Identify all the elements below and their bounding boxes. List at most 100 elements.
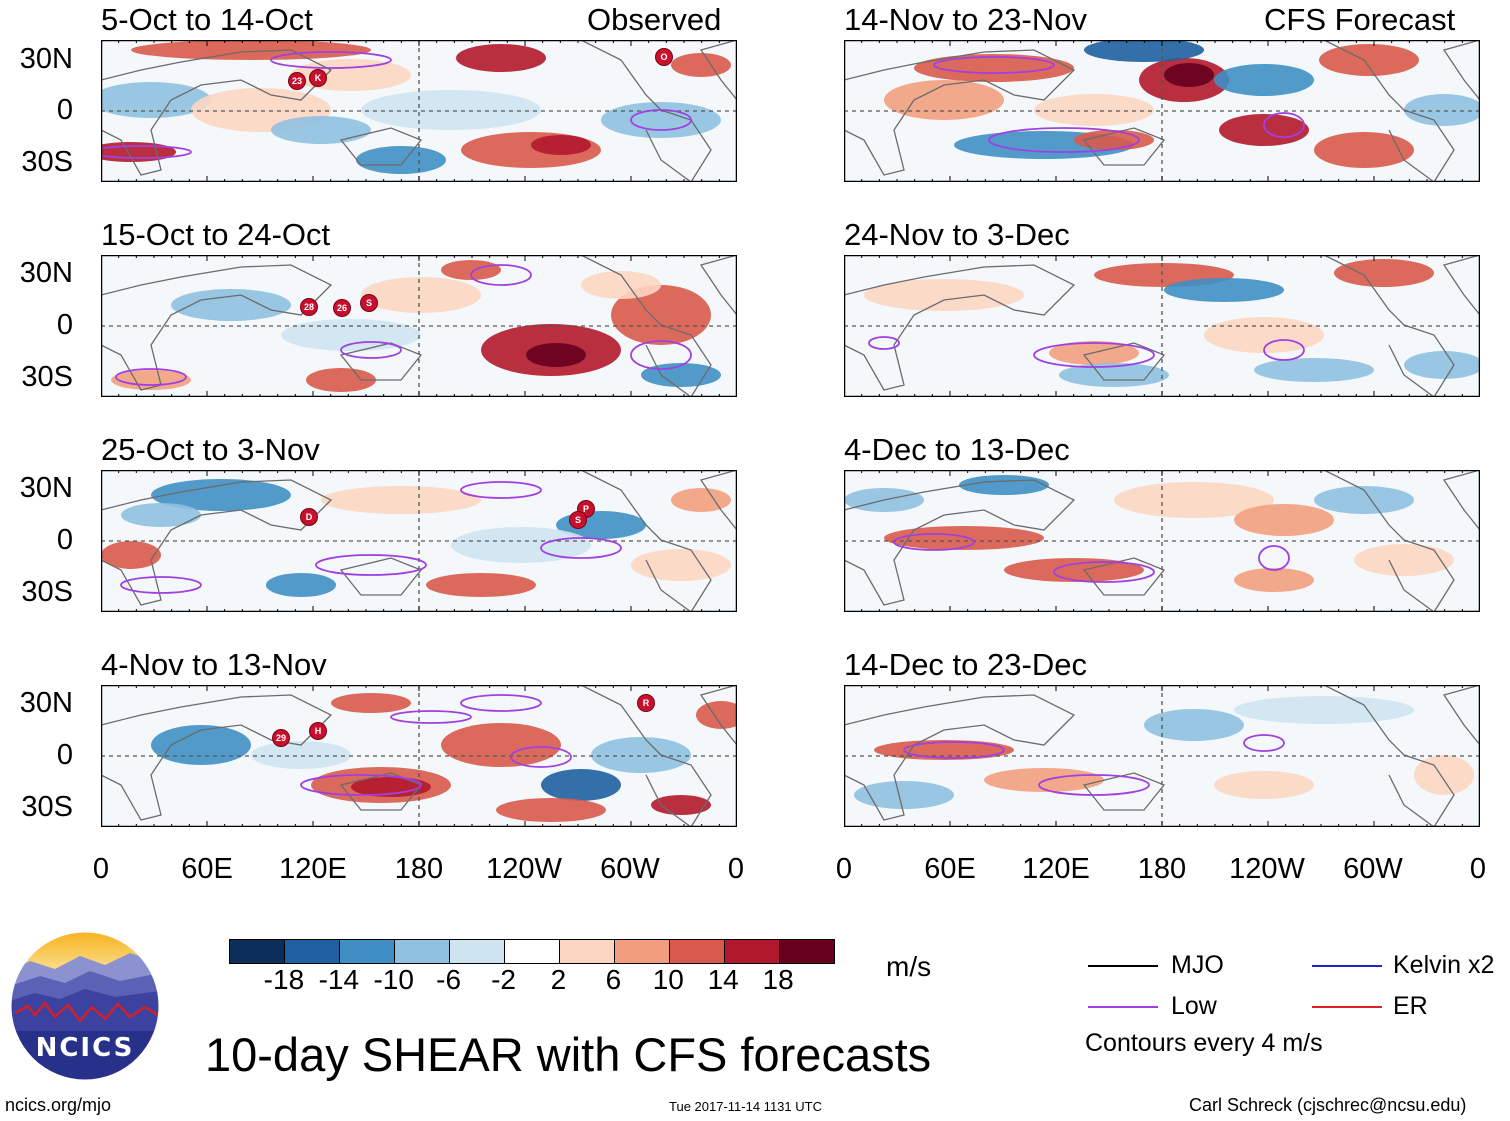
legend-kelvin-label: Kelvin x2 — [1393, 951, 1495, 979]
figure-title: 10-day SHEAR with CFS forecasts — [205, 1028, 932, 1081]
observed-map-panel-3 — [101, 470, 737, 612]
x-label-right-60e: 60E — [924, 853, 976, 885]
colorbar-tick-label: 14 — [707, 964, 739, 995]
legend-er-label: ER — [1393, 992, 1428, 1020]
shear-anomaly-blob — [251, 741, 351, 769]
low-contour — [470, 264, 532, 286]
forecast-shear-map-3 — [844, 470, 1480, 612]
shear-anomaly-blob — [1334, 259, 1434, 287]
shear-anomaly-blob — [1164, 63, 1214, 87]
shear-anomaly-blob — [1214, 64, 1314, 96]
shear-anomaly-blob — [441, 723, 561, 767]
continent-outlines — [101, 470, 737, 612]
shear-anomaly-blob — [1254, 358, 1374, 382]
low-contour — [630, 109, 692, 131]
x-label-right-120e: 120E — [1022, 853, 1090, 885]
shear-anomaly-blob — [1214, 771, 1314, 799]
shear-anomaly-field — [101, 40, 737, 182]
shear-anomaly-blob — [591, 737, 691, 773]
low-contour — [933, 56, 1055, 74]
shear-anomaly-blob — [641, 363, 721, 387]
colorbar-swatch — [780, 940, 834, 963]
forecast-shear-map-4 — [844, 685, 1480, 827]
shear-anomaly-field — [844, 255, 1480, 397]
shear-anomaly-blob — [151, 725, 251, 765]
y-label-30n: 30N — [19, 472, 73, 504]
shear-anomaly-blob — [1114, 482, 1274, 518]
low-contour — [340, 341, 402, 359]
colorbar-tick-label: 10 — [652, 964, 684, 995]
colorbar-swatch — [230, 940, 285, 963]
colorbar — [229, 939, 835, 964]
colorbar-swatch — [670, 940, 725, 963]
y-label-30s: 30S — [21, 576, 73, 608]
y-label-30n: 30N — [19, 43, 73, 75]
colorbar-tick-label: -10 — [373, 964, 414, 995]
forecast-map-panel-3 — [844, 470, 1480, 612]
x-label-left-60e: 60E — [181, 853, 233, 885]
shear-anomaly-blob — [696, 701, 737, 729]
low-contour — [300, 774, 422, 796]
storm-marker: 23 — [289, 73, 305, 89]
observed-shear-map-4 — [101, 685, 737, 827]
storm-marker: K — [310, 70, 326, 86]
shear-anomaly-blob — [671, 53, 731, 77]
legend-low-line — [1088, 1006, 1158, 1008]
colorbar-swatch — [505, 940, 560, 963]
low-contour — [540, 537, 622, 559]
shear-anomaly-blob — [496, 798, 606, 822]
shear-anomaly-blob — [541, 769, 621, 801]
footer-url[interactable]: ncics.org/mjo — [5, 1095, 112, 1115]
shear-anomaly-blob — [1414, 755, 1474, 795]
colorbar-swatch — [285, 940, 340, 963]
low-contour — [893, 533, 975, 551]
shear-anomaly-blob — [361, 277, 481, 313]
low-contour — [988, 127, 1140, 153]
forecast-panel-1-title: 14-Nov to 23-Nov — [844, 2, 1087, 37]
shear-anomaly-blob — [1034, 94, 1154, 126]
observed-shear-map-2 — [101, 255, 737, 397]
shear-anomaly-blob — [291, 59, 411, 91]
shear-anomaly-blob — [101, 82, 211, 118]
shear-anomaly-field — [844, 470, 1480, 612]
shear-anomaly-blob — [1084, 40, 1204, 62]
shear-anomaly-blob — [361, 90, 541, 130]
colorbar-unit: m/s — [886, 951, 932, 982]
shear-anomaly-blob — [131, 40, 371, 60]
shear-anomaly-blob — [306, 368, 376, 392]
low-contour — [115, 368, 187, 386]
ncics-logo: NCICS — [10, 931, 160, 1081]
forecast-map-panel-2 — [844, 255, 1480, 397]
low-contour — [1263, 339, 1305, 361]
observed-map-panel-1 — [101, 40, 737, 182]
shear-anomaly-blob — [451, 527, 591, 563]
shear-anomaly-blob — [1004, 558, 1144, 582]
shear-anomaly-blob — [1314, 132, 1414, 168]
y-label-eq: 0 — [56, 94, 73, 126]
shear-anomaly-blob — [671, 488, 731, 512]
shear-anomaly-blob — [854, 781, 954, 809]
shear-anomaly-blob — [526, 343, 586, 367]
shear-anomaly-blob — [1234, 504, 1334, 536]
shear-anomaly-blob — [101, 541, 161, 569]
colorbar-swatch — [615, 940, 670, 963]
shear-anomaly-blob — [1404, 94, 1480, 126]
shear-anomaly-blob — [456, 44, 546, 72]
footer-author[interactable]: Carl Schreck (cjschrec@ncsu.edu) — [1189, 1095, 1467, 1115]
continent-outlines — [844, 40, 1480, 182]
x-label-right-0-end: 0 — [1469, 853, 1487, 885]
shear-anomaly-blob — [884, 80, 1004, 120]
x-label-left-120w: 120W — [486, 853, 562, 885]
observed-panel-2-title: 15-Oct to 24-Oct — [101, 217, 331, 252]
shear-anomaly-blob — [171, 289, 291, 321]
colorbar-swatch — [560, 940, 615, 963]
shear-anomaly-blob — [331, 693, 411, 713]
x-label-right-120w: 120W — [1229, 853, 1305, 885]
shear-anomaly-blob — [884, 526, 1044, 550]
shear-anomaly-blob — [1219, 114, 1309, 146]
legend-contour-note: Contours every 4 m/s — [1085, 1029, 1323, 1057]
forecast-column-label: CFS Forecast — [1264, 2, 1456, 37]
observed-panel-4-title: 4-Nov to 13-Nov — [101, 647, 327, 682]
y-label-30n: 30N — [19, 257, 73, 289]
shear-anomaly-field — [101, 685, 737, 827]
